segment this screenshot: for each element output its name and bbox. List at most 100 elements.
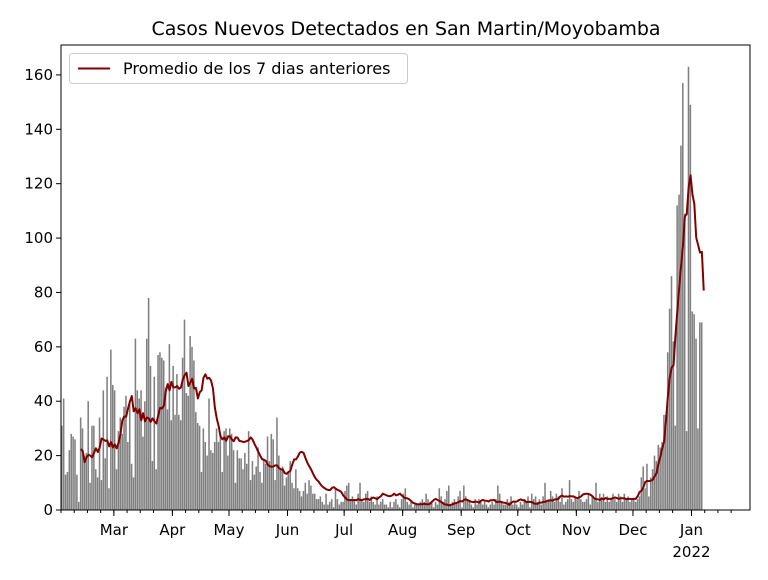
bar [227,455,229,510]
bar [76,474,78,510]
bar [198,425,201,510]
bar [634,501,637,510]
bar [525,501,527,510]
bar [134,338,137,510]
bar [478,499,480,510]
bar [215,428,218,510]
bar [425,493,427,510]
bar [398,507,401,510]
bar [689,104,692,510]
bar [119,417,122,510]
plot-frame [60,44,751,511]
bar [587,493,590,510]
bar [695,338,697,510]
bar [317,499,320,510]
bar [330,499,333,510]
bar [619,496,622,510]
bar [380,501,382,510]
bar [253,474,256,510]
bar [219,436,222,510]
bar [653,455,656,510]
bar [374,504,376,510]
bar [347,482,350,510]
bar [682,83,684,510]
bar [555,493,558,510]
bar [470,504,473,510]
bar [236,450,239,510]
bar [68,450,71,510]
bar [183,319,186,510]
bar [110,349,112,510]
y-tick-label: 100 [24,229,53,247]
bar [149,365,152,510]
bar [412,507,414,510]
bar [340,501,342,510]
bar [387,507,390,510]
bar [344,490,346,510]
bar [313,493,316,510]
bar [370,496,373,510]
bar [247,431,250,510]
bar [77,501,80,510]
bar-series [61,66,703,511]
bar [402,493,405,510]
bar [108,488,110,510]
bar [697,428,699,510]
bar [548,499,550,510]
bar [140,390,142,510]
bar [591,496,593,510]
bar [202,428,205,510]
bar [117,431,120,510]
bar [430,501,433,510]
bar [357,493,359,510]
bar [364,493,367,510]
bar [566,499,569,510]
bar [279,469,282,510]
bar [451,501,454,510]
bar [96,477,99,510]
bar [508,501,510,510]
bar [315,499,318,510]
bar [461,507,463,510]
bar [242,469,244,510]
bar [646,463,648,510]
bar [189,335,191,510]
bar [600,499,603,510]
bar [210,450,212,510]
bar [81,428,84,510]
moving-average-line [80,174,705,507]
x-axis: Mar Apr May Jun Jul Aug Sep Oct Nov Dec Jan 2022 [60,510,732,561]
bar [519,501,522,510]
bar [504,504,507,510]
bar [612,493,614,510]
bar [608,501,610,510]
bar [66,471,69,510]
bar [500,501,503,510]
bar [557,496,560,510]
bar [429,501,431,510]
bar [521,504,524,510]
bar [568,480,571,510]
bar [338,504,341,510]
bar [302,490,305,510]
bar [542,496,544,510]
bar [217,442,220,510]
bar [74,439,76,510]
bar [446,490,448,510]
y-tick-label: 160 [24,66,53,84]
bar [527,496,529,510]
bar [306,493,308,510]
bar [464,496,467,510]
bar [640,477,643,510]
bar [166,409,169,510]
bar [213,442,216,510]
bar [319,496,322,510]
bar [434,501,437,510]
bar [283,485,286,510]
bar [223,431,225,510]
bar [644,488,646,510]
bar [342,501,344,510]
bar [466,499,469,510]
bar [648,496,650,510]
bar [391,507,393,510]
